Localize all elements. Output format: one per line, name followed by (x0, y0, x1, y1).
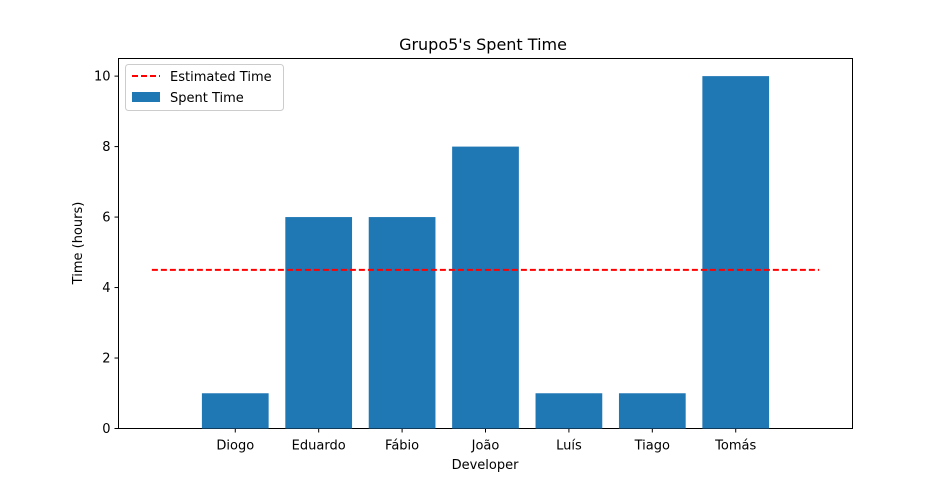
x-tick-label-joão: João (471, 439, 500, 454)
bar-tiago (618, 393, 686, 429)
y-tick-label: 8 (102, 140, 110, 155)
x-tick-label-tomás: Tomás (714, 439, 756, 454)
bar-tomás (702, 76, 770, 429)
chart-title: Grupo5's Spent Time (399, 35, 567, 54)
x-tick-label-eduardo: Eduardo (292, 439, 346, 454)
x-axis: Diogo Eduardo Fábio João Luís Tiago Tomás (216, 428, 756, 454)
legend: Estimated Time Spent Time (125, 64, 284, 111)
bar-joão (452, 146, 519, 429)
legend-box (125, 64, 284, 111)
x-tick-label-fábio: Fábio (385, 439, 419, 454)
legend-label-estimated-time: Estimated Time (170, 70, 272, 85)
y-tick-label: 6 (102, 211, 110, 226)
x-tick-label-diogo: Diogo (216, 439, 254, 454)
legend-swatch-spent-time (132, 92, 160, 102)
x-tick-label-luís: Luís (556, 439, 582, 454)
bar-group (201, 76, 770, 429)
y-tick-label: 2 (102, 352, 110, 367)
bar-eduardo (285, 217, 353, 429)
bar-diogo (201, 393, 269, 429)
x-axis-label: Developer (452, 458, 520, 473)
legend-label-spent-time: Spent Time (170, 91, 244, 106)
y-tick-label: 10 (94, 70, 111, 85)
bar-luís (535, 393, 603, 429)
bar-fábio (368, 217, 436, 429)
y-tick-label: 4 (102, 281, 110, 296)
y-axis-label: Time (hours) (71, 202, 86, 286)
y-tick-label: 0 (102, 422, 110, 437)
x-tick-label-tiago: Tiago (634, 439, 670, 454)
y-axis: 0 2 4 6 8 10 (94, 70, 119, 437)
